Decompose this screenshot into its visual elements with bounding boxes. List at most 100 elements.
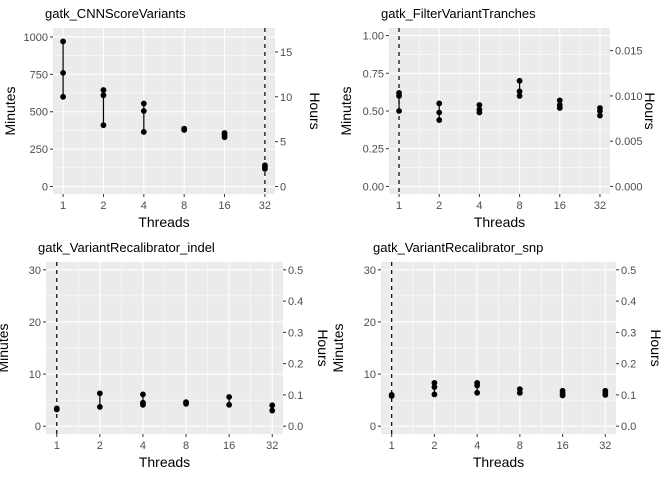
data-point	[60, 69, 66, 76]
y-tick-label: 0	[42, 182, 48, 194]
data-point	[262, 162, 268, 169]
chart-panel-1: 0 250 500 750 1000 0 5 10 15 1 2 4 8 16 32 gatk_CNNScor…	[2, 6, 323, 230]
y-tick-label: 0.75	[363, 68, 384, 80]
x-tick-label: 2	[100, 200, 106, 212]
y2-axis-title: Hours	[315, 329, 331, 366]
data-point	[436, 100, 443, 107]
y-tick-label: 500	[30, 107, 48, 119]
chart-title: gatk_VariantRecalibrator_snp	[373, 240, 543, 255]
y-axis-title: Minutes	[0, 323, 11, 372]
x-tick-label: 4	[141, 200, 147, 212]
y-tick-label: 10	[29, 369, 41, 381]
y-tick-label: 30	[29, 265, 41, 277]
data-point	[474, 389, 481, 396]
x-axis-title: Threads	[474, 214, 525, 230]
y-tick-label: 1.00	[363, 31, 384, 43]
y-tick-label: 10	[364, 369, 376, 381]
y2-tick-label: 0.000	[615, 181, 643, 193]
data-point	[597, 112, 603, 119]
y-tick-label: 750	[30, 69, 48, 81]
y-tick-label: 0	[370, 421, 376, 433]
data-point	[181, 125, 188, 132]
x-axis-title: Threads	[138, 214, 189, 230]
y-tick-label: 0.25	[363, 144, 384, 156]
x-tick-label: 1	[54, 440, 60, 452]
data-point	[183, 399, 189, 406]
data-point	[96, 403, 103, 410]
y2-tick-label: 0.5	[621, 265, 636, 277]
x-tick-label: 4	[140, 440, 146, 452]
data-point	[516, 88, 523, 95]
chart-panel-2: 0.00 0.25 0.50 0.75 1.00 0.000 0.005 0.010 0.015…	[338, 6, 658, 230]
y2-tick-label: 0.010	[615, 91, 643, 103]
y-tick-label: 0.50	[363, 106, 384, 118]
y-tick-label: 0	[35, 421, 41, 433]
data-point	[396, 108, 402, 114]
y-tick-label: 250	[30, 144, 48, 156]
data-point	[476, 102, 483, 108]
data-point	[436, 117, 443, 123]
data-point	[269, 402, 276, 409]
x-tick-label: 32	[599, 440, 611, 452]
data-point	[226, 394, 233, 400]
y2-tick-label: 0.015	[615, 46, 643, 58]
x-tick-label: 16	[554, 200, 566, 212]
y2-tick-label: 0.0	[288, 421, 303, 433]
data-point	[516, 93, 523, 99]
x-axis-title: Threads	[473, 454, 524, 470]
data-point	[100, 87, 107, 93]
x-tick-label: 32	[266, 440, 278, 452]
y2-tick-label: 0.005	[615, 136, 643, 148]
data-point	[140, 399, 146, 406]
y2-tick-label: 0.4	[621, 296, 636, 308]
data-point	[60, 93, 66, 100]
data-point	[140, 108, 147, 114]
y2-tick-label: 5	[280, 137, 286, 149]
y-axis-title: Minutes	[2, 86, 18, 135]
y2-axis-title: Hours	[648, 329, 664, 366]
y2-tick-label: 15	[280, 47, 292, 59]
x-tick-label: 1	[389, 440, 395, 452]
y2-tick-label: 0.4	[288, 296, 303, 308]
y2-tick-label: 0	[280, 182, 286, 194]
data-point	[396, 89, 402, 96]
data-point	[221, 130, 228, 136]
data-point	[140, 100, 147, 107]
y2-axis-title: Hours	[642, 92, 658, 129]
x-tick-label: 16	[223, 440, 235, 452]
data-point	[516, 386, 523, 393]
x-tick-label: 16	[218, 200, 230, 212]
data-point	[559, 387, 566, 394]
data-point	[269, 407, 276, 414]
x-tick-label: 8	[181, 200, 187, 212]
y2-axis-title: Hours	[307, 92, 323, 129]
chart-title: gatk_CNNScoreVariants	[45, 6, 186, 21]
x-tick-label: 2	[436, 200, 442, 212]
data-point	[597, 105, 603, 111]
data-point	[436, 109, 443, 116]
data-point	[602, 387, 609, 394]
x-tick-label: 8	[517, 200, 523, 212]
y2-tick-label: 0.1	[621, 390, 636, 402]
y2-tick-label: 10	[280, 92, 292, 104]
y-tick-label: 1000	[24, 32, 48, 44]
y-tick-label: 0.00	[363, 181, 384, 193]
data-point	[388, 392, 395, 398]
data-point	[556, 97, 563, 104]
chart-title: gatk_FilterVariantTranches	[381, 6, 536, 21]
y-axis-title: Minutes	[338, 86, 354, 135]
x-tick-label: 8	[183, 440, 189, 452]
x-tick-label: 4	[476, 200, 482, 212]
data-point	[60, 38, 66, 45]
data-point	[226, 401, 233, 408]
data-point	[431, 380, 438, 386]
x-tick-label: 32	[594, 200, 606, 212]
y-tick-label: 20	[29, 317, 41, 329]
data-point	[140, 129, 147, 135]
data-point	[474, 380, 481, 386]
data-point	[476, 106, 483, 113]
y2-tick-label: 0.0	[621, 421, 636, 433]
y2-tick-label: 0.3	[288, 327, 303, 339]
x-tick-label: 32	[259, 200, 271, 212]
